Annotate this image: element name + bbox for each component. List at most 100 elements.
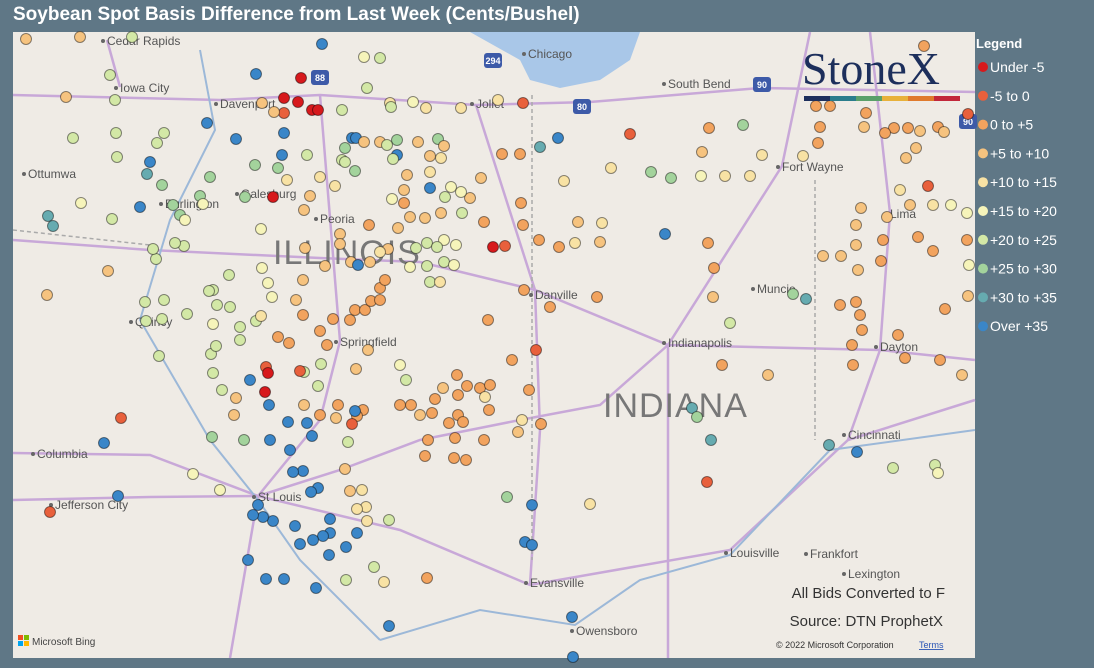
bid-point	[224, 301, 236, 313]
bid-point	[210, 340, 222, 352]
bid-point	[359, 304, 371, 316]
bid-point	[927, 245, 939, 257]
bid-point	[756, 149, 768, 161]
bid-point	[255, 310, 267, 322]
bid-point	[424, 150, 436, 162]
bid-point	[204, 171, 216, 183]
bid-point	[368, 561, 380, 573]
bing-label: Microsoft Bing	[32, 637, 95, 648]
bid-point	[290, 294, 302, 306]
bid-point	[247, 509, 259, 521]
bid-point	[391, 134, 403, 146]
bid-point	[744, 170, 756, 182]
legend-swatch	[978, 177, 988, 188]
bid-point	[344, 485, 356, 497]
bid-point	[938, 126, 950, 138]
bid-point	[404, 261, 416, 273]
bid-point	[449, 432, 461, 444]
bid-point	[922, 180, 934, 192]
bid-point	[207, 367, 219, 379]
bid-point	[939, 303, 951, 315]
bid-point	[230, 133, 242, 145]
bid-point	[400, 374, 412, 386]
bid-point	[900, 152, 912, 164]
lake-michigan	[470, 32, 640, 88]
bid-point	[526, 499, 538, 511]
bid-point	[299, 242, 311, 254]
bid-point	[147, 243, 159, 255]
bid-point	[914, 125, 926, 137]
bid-point	[479, 391, 491, 403]
bid-point	[307, 534, 319, 546]
bid-point	[340, 541, 352, 553]
bid-point	[374, 52, 386, 64]
bid-point	[703, 122, 715, 134]
bid-point	[800, 293, 812, 305]
bid-point	[445, 181, 457, 193]
bid-point	[374, 282, 386, 294]
city-label: Cedar Rapids	[107, 34, 180, 48]
city-marker	[842, 572, 846, 576]
bid-point	[438, 140, 450, 152]
bid-point	[412, 136, 424, 148]
city-label: Springfield	[340, 335, 397, 349]
bid-point	[455, 102, 467, 114]
city-label: Lima	[890, 207, 916, 221]
bid-point	[812, 137, 824, 149]
bid-point	[422, 434, 434, 446]
bid-point	[364, 256, 376, 268]
bid-point	[904, 199, 916, 211]
highway-shield	[573, 99, 591, 114]
highway-shield	[311, 70, 329, 85]
bid-point	[278, 92, 290, 104]
legend-label: +15 to +20	[990, 203, 1057, 219]
bid-point	[835, 250, 847, 262]
bid-point	[439, 191, 451, 203]
bid-point	[429, 393, 441, 405]
bid-point	[817, 250, 829, 262]
city-label: Muncie	[757, 282, 796, 296]
bid-point	[332, 399, 344, 411]
bid-point	[394, 359, 406, 371]
bid-point	[314, 171, 326, 183]
legend-swatch	[978, 90, 988, 101]
map-background	[13, 32, 975, 658]
city-marker	[662, 341, 666, 345]
bid-point	[437, 382, 449, 394]
bid-point	[719, 170, 731, 182]
bid-point	[267, 191, 279, 203]
bid-point	[407, 96, 419, 108]
bid-point	[272, 331, 284, 343]
bid-point	[492, 94, 504, 106]
bid-point	[139, 296, 151, 308]
bid-point	[256, 97, 268, 109]
city-marker	[662, 82, 666, 86]
highway-shield	[484, 53, 502, 68]
bid-point	[150, 253, 162, 265]
bid-point	[330, 412, 342, 424]
bid-point	[695, 170, 707, 182]
bid-point	[956, 369, 968, 381]
terms-link[interactable]: Terms	[919, 640, 944, 650]
bid-point	[483, 404, 495, 416]
bid-point	[383, 620, 395, 632]
logo-bar	[882, 96, 908, 101]
bid-point	[214, 484, 226, 496]
bid-point	[340, 574, 352, 586]
bid-point	[530, 344, 542, 356]
bid-point	[523, 384, 535, 396]
bid-point	[205, 348, 217, 360]
bid-point	[854, 309, 866, 321]
bid-point	[317, 530, 329, 542]
bid-point	[846, 339, 858, 351]
bid-point	[151, 137, 163, 149]
bid-point	[659, 228, 671, 240]
city-marker	[522, 52, 526, 56]
bid-point	[250, 68, 262, 80]
bid-point	[47, 220, 59, 232]
legend-swatch	[978, 206, 988, 216]
bid-point	[327, 313, 339, 325]
bid-point	[304, 190, 316, 202]
city-marker	[314, 217, 318, 221]
bid-point	[394, 399, 406, 411]
